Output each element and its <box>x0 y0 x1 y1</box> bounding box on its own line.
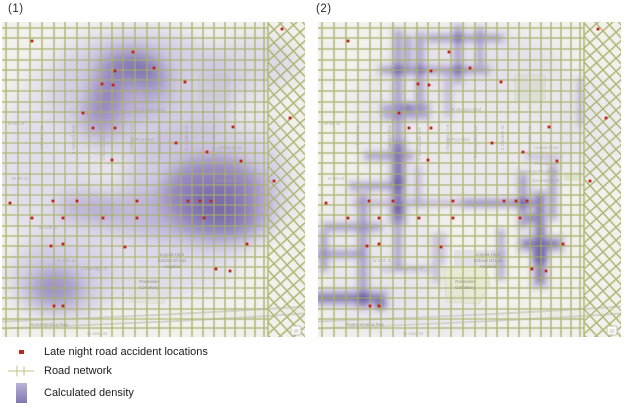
legend-item-accidents: Late night road accident locations <box>2 346 208 358</box>
svg-text:W 22nd St: W 22nd St <box>403 331 424 336</box>
svg-text:W Olympic Blvd: W Olympic Blvd <box>135 107 166 112</box>
road-network-icon <box>8 365 34 377</box>
legend: Late night road accident locations Road … <box>2 344 302 408</box>
svg-text:S Alexandria Ave: S Alexandria Ave <box>157 125 162 158</box>
panel-2-label: (2) <box>316 3 332 15</box>
accident-marker-icon <box>18 350 24 354</box>
svg-text:S Ardmore Ave: S Ardmore Ave <box>355 125 360 154</box>
svg-text:Rosedale: Rosedale <box>455 279 475 284</box>
svg-text:Leeward Ave: Leeward Ave <box>534 145 559 150</box>
legend-item-road-network: Road network <box>2 364 112 378</box>
svg-text:School Of Los: School Of Los <box>474 258 504 263</box>
svg-text:W 15th St: W 15th St <box>373 258 393 263</box>
legend-symbol-cell <box>2 383 40 403</box>
legend-item-density: Calculated density <box>2 382 134 404</box>
svg-text:W 12th St: W 12th St <box>39 225 59 230</box>
svg-text:San Marino St: San Marino St <box>532 178 560 183</box>
map-1-canvas: W 8th St W 9th St W Olympic Blvd W Pico Blv… <box>2 22 305 337</box>
svg-text:W 12th St: W 12th St <box>355 225 375 230</box>
svg-text:S Catalina St: S Catalina St <box>500 125 505 151</box>
svg-text:S Kenmore Ave: S Kenmore Ave <box>211 126 216 156</box>
svg-text:Cambridge St: Cambridge St <box>81 266 108 271</box>
svg-text:W 9th St: W 9th St <box>328 176 345 181</box>
svg-text:San Marino St: San Marino St <box>216 178 244 183</box>
svg-text:W Olympic Blvd: W Olympic Blvd <box>451 107 482 112</box>
svg-text:Francis Ave: Francis Ave <box>535 161 558 166</box>
map-panel-network-density: W 8th St W 9th St W Olympic Blvd W Pico Blv… <box>318 22 621 337</box>
svg-text:Leeward Ave: Leeward Ave <box>218 145 243 150</box>
svg-text:James M Wood Blvd: James M Wood Blvd <box>203 169 243 174</box>
svg-text:S Harvard Blvd: S Harvard Blvd <box>71 125 76 155</box>
svg-text:S Normandie Ave: S Normandie Ave <box>101 127 106 161</box>
svg-text:Cemetery: Cemetery <box>455 285 476 290</box>
svg-text:W Pico Blvd: W Pico Blvd <box>130 137 154 142</box>
svg-text:W 8th St: W 8th St <box>324 121 341 126</box>
svg-text:W 9th St: W 9th St <box>12 176 29 181</box>
svg-text:W 15th St: W 15th St <box>57 258 77 263</box>
legend-symbol-cell <box>2 350 40 354</box>
legend-label-accidents: Late night road accident locations <box>44 346 208 358</box>
svg-text:Santa Monica Fwy: Santa Monica Fwy <box>30 322 68 327</box>
svg-text:School Of Los: School Of Los <box>158 258 188 263</box>
svg-text:S Catalina St: S Catalina St <box>184 125 189 151</box>
svg-text:Santa Monica Fwy: Santa Monica Fwy <box>346 322 384 327</box>
svg-text:Rosedale: Rosedale <box>139 279 159 284</box>
svg-text:S Alexandria Ave: S Alexandria Ave <box>473 125 478 158</box>
map-panel-kernel-density: W 8th St W 9th St W Olympic Blvd W Pico Blv… <box>2 22 305 337</box>
svg-text:Francis Ave: Francis Ave <box>219 161 242 166</box>
svg-text:Cemetery: Cemetery <box>139 285 160 290</box>
legend-label-density: Calculated density <box>44 387 134 399</box>
svg-text:S Mariposa Ave: S Mariposa Ave <box>445 123 450 154</box>
svg-text:S Kenmore Ave: S Kenmore Ave <box>527 126 532 156</box>
svg-text:Loyola High: Loyola High <box>476 252 501 257</box>
svg-text:S Normandie Ave: S Normandie Ave <box>417 127 422 161</box>
svg-text:W 22nd St: W 22nd St <box>87 331 108 336</box>
legend-symbol-cell <box>2 365 40 377</box>
svg-text:S Harvard Blvd: S Harvard Blvd <box>387 125 392 155</box>
svg-text:Angeles: Angeles <box>164 264 181 269</box>
svg-text:James M Wood Blvd: James M Wood Blvd <box>519 169 559 174</box>
svg-text:W Pico Blvd: W Pico Blvd <box>446 137 470 142</box>
svg-text:S Ardmore Ave: S Ardmore Ave <box>39 125 44 154</box>
svg-text:Angeles: Angeles <box>480 264 497 269</box>
map-2-canvas: W 8th St W 9th St W Olympic Blvd W Pico Blv… <box>318 22 621 337</box>
legend-label-road-network: Road network <box>44 365 112 377</box>
panel-1-label: (1) <box>8 3 24 15</box>
density-swatch-icon <box>15 383 27 403</box>
svg-text:Cambridge St: Cambridge St <box>397 266 424 271</box>
svg-text:W 8th St: W 8th St <box>8 121 25 126</box>
svg-text:Loyola High: Loyola High <box>160 252 185 257</box>
svg-text:S Mariposa Ave: S Mariposa Ave <box>129 123 134 154</box>
